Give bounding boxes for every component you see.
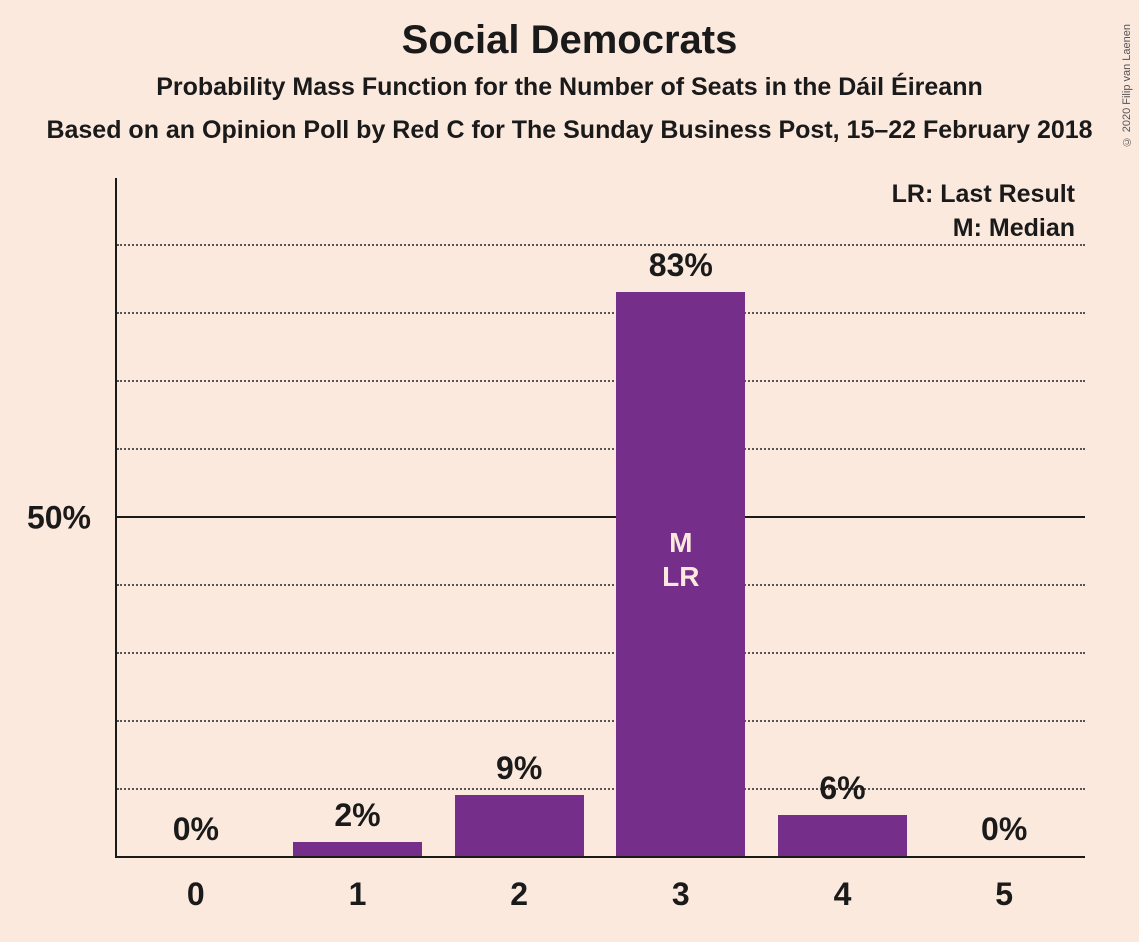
y-axis-label: 50% — [27, 500, 91, 537]
gridline — [117, 380, 1085, 382]
legend-last-result: LR: Last Result — [892, 180, 1075, 209]
copyright-text: © 2020 Filip van Laenen — [1121, 24, 1133, 147]
x-axis-tick-label: 3 — [672, 876, 690, 913]
legend-median: M: Median — [953, 214, 1075, 243]
chart-subtitle-2: Based on an Opinion Poll by Red C for Th… — [0, 116, 1139, 145]
gridline — [117, 788, 1085, 790]
chart-title: Social Democrats — [0, 18, 1139, 63]
gridline — [117, 448, 1085, 450]
gridline — [117, 516, 1085, 518]
x-axis-tick-label: 2 — [510, 876, 528, 913]
y-axis — [115, 178, 117, 858]
gridline — [117, 584, 1085, 586]
gridline — [117, 652, 1085, 654]
bar-value-label: 83% — [649, 247, 713, 284]
bar — [778, 815, 907, 856]
bar-value-label: 2% — [334, 797, 380, 834]
chart-subtitle-1: Probability Mass Function for the Number… — [0, 73, 1139, 102]
gridline — [117, 244, 1085, 246]
x-axis-tick-label: 0 — [187, 876, 205, 913]
gridline — [117, 312, 1085, 314]
x-axis-tick-label: 1 — [349, 876, 367, 913]
bar-annotation-median: MLR — [662, 526, 699, 593]
x-axis-tick-label: 4 — [834, 876, 852, 913]
bar — [293, 842, 422, 856]
bar-value-label: 0% — [981, 811, 1027, 848]
bar-value-label: 9% — [496, 750, 542, 787]
chart-plot-area: 50%LR: Last ResultM: Median0%02%19%283%3… — [115, 178, 1085, 858]
bar — [455, 795, 584, 856]
gridline — [117, 720, 1085, 722]
x-axis — [115, 856, 1085, 858]
x-axis-tick-label: 5 — [995, 876, 1013, 913]
bar-value-label: 6% — [819, 770, 865, 807]
bar-value-label: 0% — [173, 811, 219, 848]
